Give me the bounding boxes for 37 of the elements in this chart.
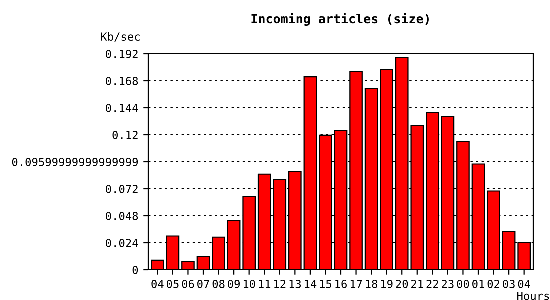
x-tick-label: 00 — [457, 280, 470, 288]
x-tick-label: 13 — [290, 280, 302, 288]
chart-title: Incoming articles (size) — [252, 13, 429, 26]
x-tick-label: 20 — [396, 280, 408, 288]
y-tick-label: 0.144 — [106, 104, 138, 112]
x-tick-label: 07 — [198, 280, 210, 288]
x-tick-label: 05 — [166, 280, 179, 288]
y-tick-label: 0.024 — [106, 239, 138, 248]
x-tick-label: 02 — [488, 280, 500, 288]
x-tick-label: 16 — [336, 280, 347, 288]
x-axis-title: Hours — [518, 292, 550, 300]
x-tick-label: 04 — [518, 280, 530, 288]
y-tick-label: 0.168 — [106, 77, 138, 86]
x-tick-label: 22 — [426, 280, 438, 288]
y-axis-title: Kb/sec — [101, 32, 140, 42]
y-tick-label: 0.12 — [112, 131, 138, 140]
y-tick-label: 0.048 — [106, 212, 138, 220]
x-tick-label: 17 — [350, 280, 362, 288]
x-tick-label: 01 — [472, 280, 484, 288]
y-tick-label: 0 — [132, 266, 138, 274]
x-tick-label: 19 — [381, 280, 393, 288]
x-tick-label: 03 — [503, 280, 515, 288]
x-tick-label: 10 — [244, 280, 256, 288]
x-tick-label: 08 — [212, 280, 225, 288]
y-tick-label: 0.09599999999999999 — [12, 158, 138, 166]
x-tick-label: 09 — [228, 280, 240, 288]
x-tick-label: 21 — [412, 280, 424, 288]
x-tick-label: 18 — [366, 280, 378, 288]
x-tick-label: 14 — [305, 280, 317, 288]
x-tick-label: 11 — [259, 280, 271, 288]
x-tick-label: 06 — [182, 280, 194, 288]
x-tick-label: 04 — [152, 280, 164, 288]
x-tick-label: 12 — [274, 280, 286, 288]
x-tick-label: 15 — [320, 280, 332, 288]
y-tick-label: 0.072 — [106, 185, 138, 194]
y-tick-label: 0.192 — [106, 50, 138, 58]
x-tick-label: 23 — [442, 280, 454, 288]
